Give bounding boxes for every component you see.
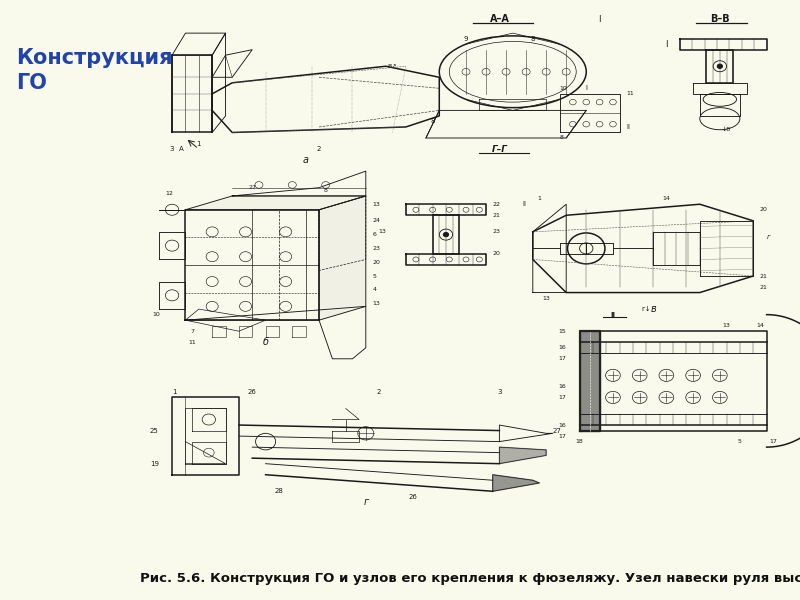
Text: II: II <box>626 124 630 130</box>
Text: 23: 23 <box>493 229 501 235</box>
Circle shape <box>443 232 449 237</box>
Text: 2: 2 <box>377 389 382 395</box>
Text: 13: 13 <box>378 229 386 235</box>
Text: II: II <box>522 201 526 207</box>
Text: 17: 17 <box>558 434 566 439</box>
Text: 11: 11 <box>626 91 634 97</box>
Text: 20: 20 <box>373 260 380 265</box>
Text: 25: 25 <box>150 428 158 434</box>
Text: 26: 26 <box>408 494 417 500</box>
Text: 27: 27 <box>248 185 256 190</box>
Polygon shape <box>499 447 546 464</box>
Text: 11: 11 <box>188 340 196 345</box>
Text: 8: 8 <box>430 118 435 124</box>
Text: 23: 23 <box>373 246 381 251</box>
Text: 5: 5 <box>738 439 742 444</box>
Polygon shape <box>319 196 366 320</box>
Text: 1: 1 <box>197 140 201 146</box>
Text: 19: 19 <box>150 461 158 467</box>
Text: 22: 22 <box>493 202 501 207</box>
Text: 8: 8 <box>530 35 535 41</box>
Polygon shape <box>579 331 600 431</box>
Text: 10: 10 <box>559 86 567 91</box>
Text: А–А: А–А <box>490 14 510 25</box>
Text: 7: 7 <box>190 329 194 334</box>
Text: 27: 27 <box>553 428 562 434</box>
Text: В–В: В–В <box>710 14 730 25</box>
Polygon shape <box>186 196 366 210</box>
Text: 3: 3 <box>497 389 502 395</box>
Text: 16: 16 <box>558 345 566 350</box>
Text: 21: 21 <box>760 274 768 278</box>
Text: ↓8: ↓8 <box>722 127 731 132</box>
Text: 13: 13 <box>373 202 380 207</box>
Text: 2: 2 <box>317 146 322 152</box>
Text: г: г <box>766 235 770 241</box>
Text: I: I <box>598 15 601 24</box>
Text: А: А <box>178 146 183 152</box>
Text: 12: 12 <box>166 191 174 196</box>
Text: Рис. 5.6. Конструкция ГО и узлов его крепления к фюзеляжу. Узел навески руля выс: Рис. 5.6. Конструкция ГО и узлов его кре… <box>140 572 800 585</box>
Text: 16: 16 <box>558 422 566 428</box>
Text: 17: 17 <box>558 395 566 400</box>
Text: 28: 28 <box>274 488 283 494</box>
Text: 1: 1 <box>538 196 542 201</box>
Text: 20: 20 <box>493 251 501 256</box>
Text: г: г <box>363 497 368 508</box>
Text: 21: 21 <box>493 213 501 218</box>
Text: В↗: В↗ <box>388 64 398 69</box>
Text: 14: 14 <box>662 196 670 201</box>
Text: б: б <box>262 337 269 347</box>
Text: г↓: г↓ <box>642 306 651 312</box>
Text: 15: 15 <box>558 329 566 334</box>
Text: 10: 10 <box>152 312 160 317</box>
Text: 6: 6 <box>373 232 376 237</box>
Text: 8: 8 <box>324 188 328 193</box>
Text: 13: 13 <box>373 301 380 306</box>
Text: а: а <box>302 155 309 165</box>
Text: Г–Г: Г–Г <box>491 145 507 154</box>
Text: 9: 9 <box>464 35 468 41</box>
Text: 5: 5 <box>373 274 376 278</box>
Text: в: в <box>650 304 656 314</box>
Text: 24: 24 <box>373 218 381 223</box>
Text: 13: 13 <box>542 296 550 301</box>
Text: 1: 1 <box>172 389 177 395</box>
Text: 4: 4 <box>373 287 377 292</box>
Text: I: I <box>586 85 587 91</box>
Text: I: I <box>665 40 668 49</box>
Text: Конструкция
ГО: Конструкция ГО <box>16 48 173 93</box>
Text: 17: 17 <box>770 439 778 444</box>
Text: 18: 18 <box>576 439 583 444</box>
Text: II: II <box>610 311 615 317</box>
Text: 8: 8 <box>559 136 563 140</box>
Circle shape <box>717 64 722 68</box>
Text: 21: 21 <box>760 284 768 290</box>
Text: 16: 16 <box>558 384 566 389</box>
Text: 3: 3 <box>170 146 174 152</box>
Polygon shape <box>493 475 539 491</box>
Text: 20: 20 <box>760 207 768 212</box>
Text: 14: 14 <box>756 323 764 328</box>
Text: 26: 26 <box>248 389 257 395</box>
Text: 17: 17 <box>558 356 566 361</box>
Text: 13: 13 <box>722 323 730 328</box>
